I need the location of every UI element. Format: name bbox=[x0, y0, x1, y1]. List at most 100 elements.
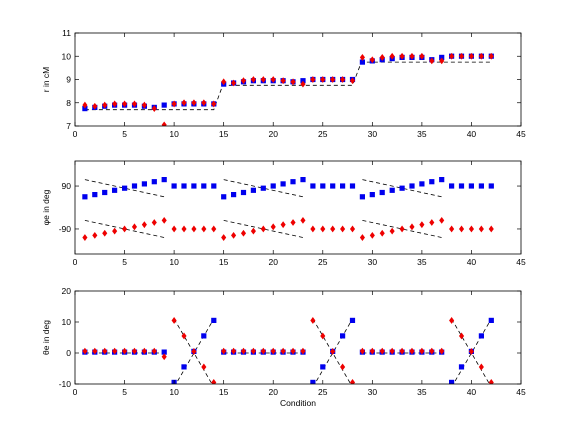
y-tick-label: 20 bbox=[62, 286, 72, 296]
red-diamond-point bbox=[250, 347, 256, 355]
red-diamond-point bbox=[231, 347, 237, 355]
red-diamond-point bbox=[102, 229, 108, 237]
red-diamond-point bbox=[449, 52, 455, 60]
red-diamond-point bbox=[221, 78, 227, 86]
x-tick-label: 40 bbox=[467, 257, 477, 267]
x-tick-label: 25 bbox=[318, 257, 328, 267]
red-diamond-point bbox=[260, 225, 266, 233]
blue-square-point bbox=[449, 379, 455, 384]
red-diamond-point bbox=[340, 225, 346, 233]
y-tick-label: 7 bbox=[66, 121, 71, 131]
model-line-4 bbox=[173, 318, 213, 384]
blue-square-point bbox=[300, 78, 306, 84]
blue-square-point bbox=[211, 183, 217, 189]
x-tick-label: 20 bbox=[268, 387, 278, 397]
red-diamond-point bbox=[112, 347, 118, 355]
x-tick-label: 5 bbox=[122, 387, 127, 397]
axes-box bbox=[74, 32, 522, 127]
red-diamond-point bbox=[340, 76, 346, 83]
model-line-5 bbox=[312, 318, 352, 384]
x-tick-label: 40 bbox=[467, 387, 477, 397]
red-diamond-point bbox=[151, 219, 157, 226]
red-diamond-point bbox=[458, 332, 465, 340]
red-diamond-point bbox=[330, 225, 336, 233]
red-diamond-point bbox=[290, 78, 296, 86]
red-diamond-point bbox=[399, 52, 405, 60]
x-tick-label: 45 bbox=[516, 257, 526, 267]
blue-square-point bbox=[488, 317, 494, 323]
red-diamond-point bbox=[379, 54, 385, 61]
red-diamond-point bbox=[131, 347, 138, 355]
red-diamond-point bbox=[171, 100, 177, 108]
plot-area bbox=[82, 317, 494, 384]
red-diamond-point bbox=[280, 221, 286, 229]
y-axis-label: φe in deg bbox=[41, 189, 51, 225]
blue-square-point bbox=[300, 177, 306, 183]
x-tick-label: 0 bbox=[73, 257, 78, 267]
red-diamond-point bbox=[389, 347, 395, 355]
x-tick-label: 20 bbox=[268, 257, 278, 267]
red-diamond-point bbox=[429, 219, 435, 226]
blue-square-point bbox=[429, 179, 435, 185]
plot-area bbox=[82, 177, 494, 241]
x-tick-label: 30 bbox=[368, 129, 378, 139]
red-diamond-point bbox=[419, 52, 425, 60]
y-tick-label: 11 bbox=[62, 28, 71, 38]
blue-square-point bbox=[478, 183, 484, 189]
x-tick-label: 10 bbox=[169, 129, 179, 139]
red-diamond-point bbox=[349, 379, 356, 384]
model-line-8 bbox=[314, 318, 353, 384]
x-tick-label: 35 bbox=[417, 257, 427, 267]
blue-square-point bbox=[439, 54, 445, 60]
x-tick-label: 30 bbox=[368, 387, 378, 397]
blue-square-point bbox=[340, 333, 346, 339]
red-diamond-point bbox=[369, 56, 375, 64]
red-diamond-point bbox=[369, 232, 375, 239]
red-diamond-point bbox=[240, 77, 247, 85]
blue-square-point bbox=[141, 181, 147, 187]
blue-square-point bbox=[320, 364, 326, 370]
red-diamond-point bbox=[141, 347, 147, 355]
blue-square-point bbox=[458, 364, 465, 370]
x-tick-label: 5 bbox=[122, 129, 127, 139]
x-tick-label: 15 bbox=[219, 129, 229, 139]
red-diamond-point bbox=[310, 225, 316, 233]
blue-square-point bbox=[250, 187, 256, 193]
blue-square-point bbox=[359, 194, 365, 200]
red-diamond-point bbox=[280, 77, 286, 85]
red-diamond-point bbox=[439, 216, 445, 224]
blue-square-point bbox=[260, 185, 266, 191]
blue-square-point bbox=[419, 181, 425, 187]
red-diamond-point bbox=[439, 347, 445, 355]
red-diamond-point bbox=[409, 52, 415, 60]
red-diamond-point bbox=[260, 76, 266, 83]
x-tick-label: 40 bbox=[467, 129, 477, 139]
red-diamond-point bbox=[488, 52, 494, 60]
model-line-1 bbox=[84, 61, 492, 111]
x-tick-label: 35 bbox=[417, 387, 427, 397]
x-tick-label: 25 bbox=[318, 129, 328, 139]
blue-square-point bbox=[171, 183, 177, 189]
red-diamond-point bbox=[92, 232, 98, 239]
red-diamond-point bbox=[250, 227, 256, 235]
red-diamond-point bbox=[340, 363, 346, 371]
blue-square-point bbox=[201, 183, 207, 189]
x-tick-label: 10 bbox=[169, 387, 179, 397]
red-diamond-point bbox=[320, 332, 326, 340]
red-diamond-point bbox=[112, 227, 118, 235]
red-diamond-point bbox=[310, 76, 316, 83]
plot-area bbox=[82, 52, 494, 126]
red-diamond-point bbox=[270, 223, 276, 231]
red-diamond-point bbox=[191, 348, 197, 355]
blue-square-point bbox=[449, 183, 455, 189]
red-diamond-point bbox=[419, 347, 425, 355]
x-tick-label: 0 bbox=[73, 387, 78, 397]
red-diamond-point bbox=[429, 347, 435, 355]
red-diamond-point bbox=[359, 234, 365, 241]
blue-square-point bbox=[310, 379, 316, 384]
y-tick-label: -90 bbox=[59, 224, 72, 234]
y-tick-label: -10 bbox=[59, 379, 72, 389]
red-diamond-point bbox=[349, 77, 356, 85]
